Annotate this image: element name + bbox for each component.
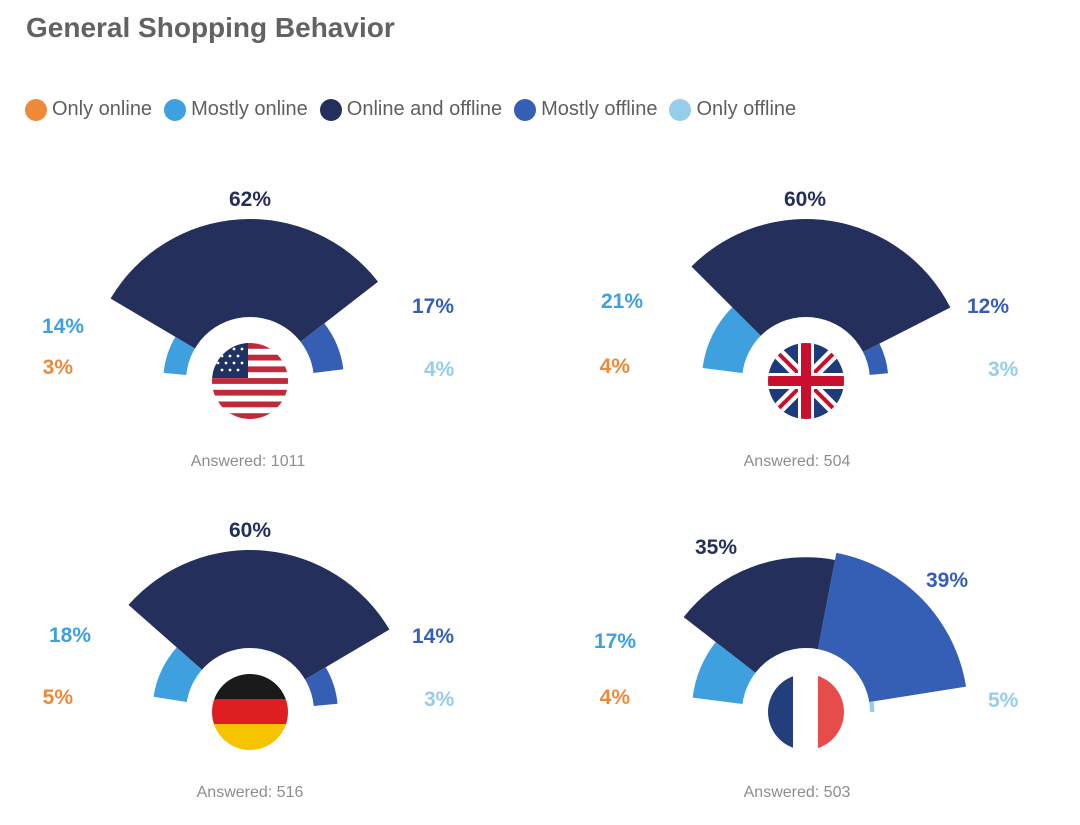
uk-flag-icon [742, 317, 870, 445]
label-uk-only-online: 4% [600, 355, 631, 378]
label-uk-mostly-online: 21% [601, 290, 643, 313]
label-de-online-and-offline: 60% [229, 519, 271, 542]
answered-france: Answered: 503 [744, 784, 851, 801]
legend-item-only-offline: Only offline [669, 98, 796, 121]
slice-germany-online-and-offline [128, 550, 390, 712]
label-fr-only-offline: 5% [988, 689, 1019, 712]
legend-item-online-and-offline: Online and offline [319, 98, 503, 121]
label-de-mostly-online: 18% [49, 624, 91, 647]
label-fr-only-online: 4% [600, 686, 631, 709]
us-flag-icon [186, 317, 314, 445]
legend-item-mostly-offline: Mostly offline [514, 98, 657, 121]
chart-germany-labels: 5% 18% 60% 14% 3% [43, 519, 455, 711]
label-fr-online-and-offline: 35% [695, 536, 737, 559]
legend-label: Online and offline [346, 98, 503, 120]
legend-label: Only offline [696, 98, 797, 120]
legend-item-only-online: Only online [25, 98, 152, 121]
label-uk-online-and-offline: 60% [784, 188, 826, 211]
answered-us: Answered: 1011 [191, 453, 306, 470]
answered-germany: Answered: 516 [197, 784, 304, 801]
germany-flag-icon [186, 648, 314, 776]
label-uk-only-offline: 3% [988, 358, 1019, 381]
chart-us-labels: 3% 14% 62% 17% 4% [42, 188, 455, 381]
legend-item-mostly-online: Mostly online [164, 98, 308, 121]
legend-label: Mostly offline [541, 98, 658, 120]
label-uk-mostly-offline: 12% [967, 295, 1009, 318]
legend-swatch [25, 98, 47, 121]
legend-swatch [164, 98, 187, 121]
legend-swatch [669, 98, 692, 121]
label-fr-mostly-offline: 39% [926, 569, 968, 592]
page-title: General Shopping Behavior [26, 12, 395, 43]
answered-uk: Answered: 504 [744, 453, 851, 470]
label-us-mostly-offline: 17% [412, 295, 454, 318]
label-de-only-offline: 3% [424, 688, 455, 711]
label-fr-mostly-online: 17% [594, 630, 636, 653]
legend-swatch [319, 98, 342, 121]
legend-label: Mostly online [191, 98, 308, 120]
chart-france-labels: 4% 17% 35% 39% 5% [594, 536, 1019, 712]
chart-uk-labels: 4% 21% 60% 12% 3% [600, 188, 1019, 381]
legend: Only online Mostly online Online and off… [25, 98, 808, 121]
france-flag-icon [742, 648, 870, 776]
label-us-online-and-offline: 62% [229, 188, 271, 211]
label-de-only-online: 5% [43, 686, 74, 709]
legend-swatch [514, 98, 537, 121]
slice-us-online-and-offline [110, 218, 379, 381]
label-us-mostly-online: 14% [42, 315, 84, 338]
label-us-only-online: 3% [43, 356, 74, 379]
legend-label: Only online [52, 98, 153, 120]
label-us-only-offline: 4% [424, 358, 455, 381]
label-de-mostly-offline: 14% [412, 625, 454, 648]
slice-uk-online-and-offline [691, 219, 951, 381]
